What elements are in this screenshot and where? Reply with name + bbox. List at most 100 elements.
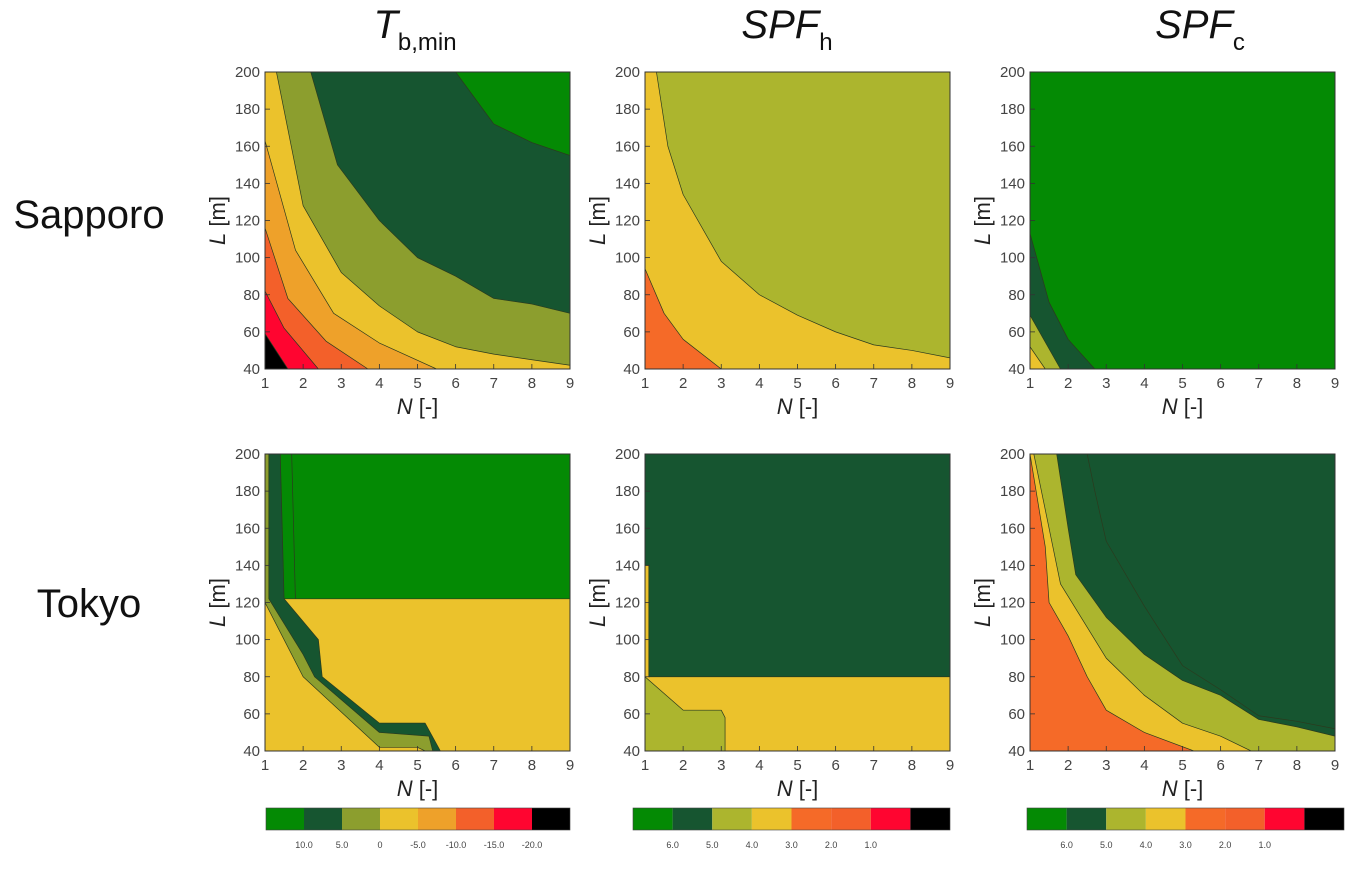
- y-tick-label: 100: [1000, 250, 1025, 267]
- contour-region-darkgreen: [1030, 233, 1096, 369]
- colorbar-tick-label: -10.0: [446, 840, 467, 850]
- x-tick-label: 5: [793, 757, 801, 774]
- colorbar-swatch-yellow: [1145, 808, 1186, 830]
- y-tick-label: 180: [1000, 483, 1025, 500]
- y-tick-label: 160: [615, 520, 640, 537]
- x-tick-label: 8: [528, 375, 536, 392]
- y-tick-label: 80: [243, 669, 260, 686]
- y-tick-label: 140: [615, 175, 640, 192]
- colorbar-swatch-lightolive: [712, 808, 752, 830]
- colorbar-tick-label: 5.0: [336, 840, 349, 850]
- x-tick-label: 6: [1216, 757, 1224, 774]
- y-tick-label: 80: [623, 669, 640, 686]
- y-tick-label: 140: [1000, 557, 1025, 574]
- y-tick-label: 40: [243, 361, 260, 378]
- x-tick-label: 1: [641, 757, 649, 774]
- x-axis-label: N [-]: [777, 394, 819, 419]
- colorbar-cb-spfc: 6.0 5.0 4.0 3.0 2.0 1.0: [1026, 807, 1345, 850]
- colorbar-swatch-lightolive: [1106, 808, 1146, 830]
- x-tick-label: 7: [870, 757, 878, 774]
- column-titles: Tb,min SPFh SPFc: [373, 3, 1244, 56]
- x-tick-label: 9: [946, 757, 954, 774]
- x-tick-label: 1: [641, 375, 649, 392]
- y-tick-label: 180: [1000, 101, 1025, 118]
- y-tick-label: 160: [1000, 520, 1025, 537]
- colorbar-tick-label: -20.0: [522, 840, 543, 850]
- y-tick-label: 180: [235, 101, 260, 118]
- contour-region-spf_orange: [1030, 454, 1195, 751]
- x-tick-label: 6: [831, 375, 839, 392]
- colorbar-tick-label: -15.0: [484, 840, 505, 850]
- x-tick-label: 3: [717, 757, 725, 774]
- x-tick-label: 2: [679, 757, 687, 774]
- x-tick-label: 9: [946, 375, 954, 392]
- y-tick-label: 60: [1008, 324, 1025, 341]
- y-tick-label: 60: [623, 706, 640, 723]
- x-tick-label: 4: [1140, 757, 1148, 774]
- y-tick-label: 60: [243, 324, 260, 341]
- y-tick-label: 40: [243, 743, 260, 760]
- panel-sapporo-tbmin: 40 60 80 100 120 140 160 180 200 1 2 3 4 5 6 7 8 9 N [-] L …: [205, 64, 574, 419]
- colorbar-swatch-yellow: [751, 808, 792, 830]
- x-tick-label: 3: [1102, 375, 1110, 392]
- y-tick-label: 100: [615, 250, 640, 267]
- y-tick-label: 40: [1008, 743, 1025, 760]
- colorbar-tick-label: -5.0: [410, 840, 426, 850]
- y-tick-label: 120: [615, 213, 640, 230]
- colorbar-swatch-black: [1304, 808, 1344, 830]
- x-tick-label: 2: [299, 375, 307, 392]
- x-tick-label: 7: [490, 375, 498, 392]
- colorbar-swatch-darkgreen: [304, 808, 342, 830]
- y-tick-label: 120: [615, 595, 640, 612]
- x-tick-label: 5: [793, 375, 801, 392]
- contour-region-yellow: [1030, 346, 1046, 369]
- row-label-tokyo: Tokyo: [37, 582, 142, 626]
- y-axis-label: L [m]: [205, 196, 230, 245]
- y-tick-label: 140: [1000, 175, 1025, 192]
- y-tick-label: 120: [1000, 213, 1025, 230]
- panel-tokyo-spfh: 40 60 80 100 120 140 160 180 200 1 2 3 4 5 6 7 8 9 N [-] L …: [585, 446, 954, 801]
- colorbar-swatch-darkgreen: [672, 808, 713, 830]
- x-tick-label: 8: [1293, 757, 1301, 774]
- contour-region-lightolive: [1030, 314, 1061, 369]
- contour-region-background: [1030, 72, 1335, 369]
- colorbar-tick-label: 10.0: [295, 840, 313, 850]
- panel-tokyo-tbmin: 40 60 80 100 120 140 160 180 200 1 2 3 4 5 6 7 8 9 N [-] L …: [205, 446, 574, 801]
- colorbar-swatch-red: [870, 808, 911, 830]
- colorbar-cb-tbmin: 10.0 5.0 0 -5.0 -10.0 -15.0 -20.0: [265, 807, 571, 850]
- x-tick-label: 6: [451, 757, 459, 774]
- x-axis-label: N [-]: [1162, 776, 1204, 801]
- panel-sapporo-spfh: 40 60 80 100 120 140 160 180 200 1 2 3 4 5 6 7 8 9 N [-] L …: [585, 64, 954, 419]
- x-tick-label: 4: [755, 757, 763, 774]
- colorbar-swatch-spf_orange: [791, 808, 832, 830]
- x-tick-label: 4: [755, 375, 763, 392]
- y-tick-label: 60: [1008, 706, 1025, 723]
- y-tick-label: 140: [235, 557, 260, 574]
- colorbar-tick-label: 1.0: [1258, 840, 1271, 850]
- y-axis-label: L [m]: [970, 196, 995, 245]
- y-tick-label: 120: [1000, 595, 1025, 612]
- y-tick-label: 40: [623, 743, 640, 760]
- x-tick-label: 8: [528, 757, 536, 774]
- colorbar-cb-spfh: 6.0 5.0 4.0 3.0 2.0 1.0: [632, 807, 951, 850]
- y-tick-label: 200: [1000, 64, 1025, 81]
- colorbar-tick-label: 6.0: [666, 840, 679, 850]
- x-tick-label: 4: [375, 375, 383, 392]
- x-axis-label: N [-]: [397, 776, 439, 801]
- x-axis-label: N [-]: [397, 394, 439, 419]
- colorbar-swatch-black: [532, 808, 570, 830]
- x-tick-label: 9: [1331, 757, 1339, 774]
- colorbar-swatch-yellow: [380, 808, 418, 830]
- column-title-3: SPFc: [1155, 3, 1245, 56]
- colorbar-tick-label: 2.0: [1219, 840, 1232, 850]
- x-tick-label: 3: [337, 757, 345, 774]
- y-axis-label: L [m]: [585, 196, 610, 245]
- y-tick-label: 60: [623, 324, 640, 341]
- colorbar-tick-label: 2.0: [825, 840, 838, 850]
- x-tick-label: 2: [299, 757, 307, 774]
- y-tick-label: 160: [1000, 138, 1025, 155]
- x-tick-label: 1: [1026, 757, 1034, 774]
- y-axis-label: L [m]: [205, 578, 230, 627]
- colorbar-swatch-green: [266, 808, 304, 830]
